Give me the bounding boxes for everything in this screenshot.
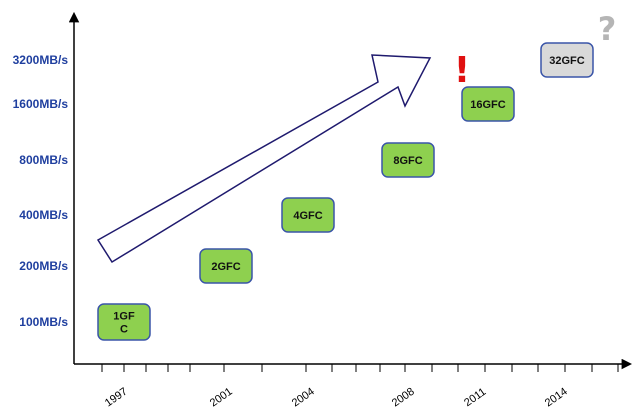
data-point-box: 8GFC (381, 142, 435, 178)
y-tick-label: 400MB/s (19, 208, 68, 222)
x-tick-label: 2004 (290, 386, 317, 410)
data-point-rect (381, 142, 435, 178)
y-tick-label: 200MB/s (19, 259, 68, 273)
x-tick-label: 2014 (543, 386, 570, 410)
data-point-rect (281, 197, 335, 233)
x-tick-labels: 1997 2001 2004 2008 2011 2014 (103, 386, 570, 410)
data-point-rect (540, 42, 594, 78)
y-tick-label: 1600MB/s (13, 97, 69, 111)
y-tick-labels: 100MB/s 200MB/s 400MB/s 800MB/s 1600MB/s 3200… (13, 53, 69, 329)
data-point-rect (199, 248, 253, 284)
data-point-label: 8GFC (393, 155, 422, 167)
data-point-label: C (120, 324, 128, 336)
exclamation-annotation: ! (454, 50, 470, 91)
data-point-rect (97, 303, 151, 341)
data-point-label: 2GFC (211, 261, 240, 273)
y-tick-label: 3200MB/s (13, 53, 69, 67)
data-point-rect (461, 86, 515, 122)
y-tick-label: 100MB/s (19, 315, 68, 329)
x-tick-label: 2011 (462, 386, 488, 409)
data-point-label: 1GF (113, 311, 135, 323)
data-point-box: 16GFC (461, 86, 515, 122)
x-tick-label: 1997 (103, 386, 130, 410)
data-point-box: 4GFC (281, 197, 335, 233)
x-tick-marks (101, 364, 619, 372)
question-annotation: ? (598, 10, 617, 48)
data-point-box: 32GFC (540, 42, 594, 78)
y-tick-label: 800MB/s (19, 153, 68, 167)
x-tick-label: 2008 (390, 386, 417, 410)
trend-arrow (96, 54, 432, 264)
data-point-label: 4GFC (293, 210, 322, 222)
data-point-box: 2GFC (199, 248, 253, 284)
data-point-label: 32GFC (549, 55, 585, 67)
x-tick-label: 2001 (208, 386, 235, 410)
data-point-label: 16GFC (470, 99, 506, 111)
